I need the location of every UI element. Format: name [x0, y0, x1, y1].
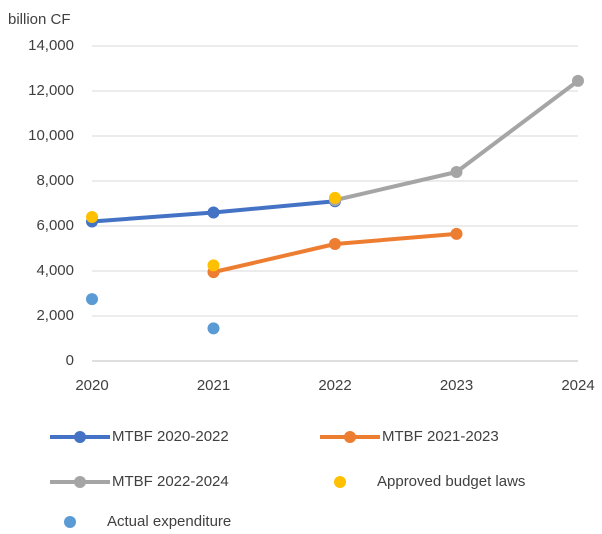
legend-marker: [74, 476, 86, 488]
data-point: [329, 238, 341, 250]
data-point: [207, 206, 220, 219]
y-axis-label: billion CF: [8, 11, 71, 28]
data-point: [86, 293, 98, 306]
series-line: [333, 78, 580, 203]
y-tick-label: 4,000: [36, 262, 74, 279]
legend-marker: [334, 476, 346, 488]
x-tick-label: 2024: [561, 377, 594, 394]
data-point: [207, 322, 220, 335]
y-tick-label: 12,000: [28, 82, 74, 99]
legend-label: Approved budget laws: [377, 473, 525, 490]
legend-label: MTBF 2022-2024: [112, 473, 229, 490]
y-tick-label: 0: [66, 352, 74, 369]
data-point: [572, 74, 584, 87]
y-tick-label: 14,000: [28, 37, 74, 54]
x-tick-label: 2022: [318, 377, 351, 394]
y-tick-label: 10,000: [28, 127, 74, 144]
y-tick-label: 6,000: [36, 217, 74, 234]
legend-marker: [64, 516, 76, 528]
x-tick-label: 2023: [440, 377, 473, 394]
data-point: [329, 191, 341, 204]
legend-label: Actual expenditure: [107, 513, 231, 530]
legend-marker: [344, 431, 356, 443]
x-tick-label: 2021: [197, 377, 230, 394]
y-tick-label: 8,000: [36, 172, 74, 189]
data-point: [207, 259, 220, 272]
legend-marker: [74, 431, 86, 443]
data-point: [450, 227, 463, 240]
y-tick-label: 2,000: [36, 307, 74, 324]
x-tick-label: 2020: [75, 377, 108, 394]
legend-label: MTBF 2021-2023: [382, 428, 499, 445]
data-point: [450, 166, 463, 178]
data-point: [86, 211, 98, 223]
legend-label: MTBF 2020-2022: [112, 428, 229, 445]
